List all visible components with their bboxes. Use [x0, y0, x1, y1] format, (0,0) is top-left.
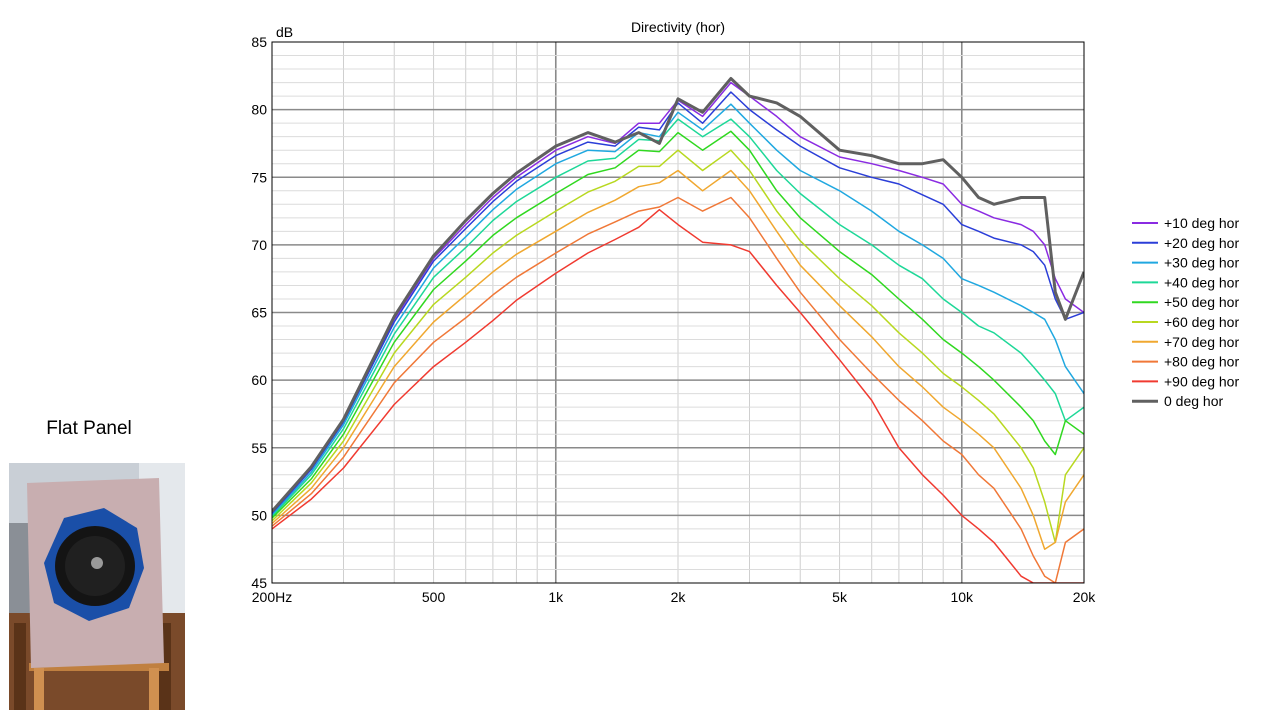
- legend-label: +20 deg hor: [1164, 235, 1239, 251]
- plot-frame: [271, 41, 1085, 584]
- y-tick-label: 70: [251, 237, 267, 253]
- y-tick-label: 80: [251, 102, 267, 118]
- series-line-40-deg-hor: [272, 118, 1084, 518]
- y-tick-label: 45: [251, 575, 267, 591]
- legend-label: +50 deg hor: [1164, 294, 1239, 310]
- series-line-70-deg-hor: [272, 169, 1084, 550]
- chart-title: Directivity (hor): [631, 19, 725, 35]
- x-tick-label: 2k: [671, 589, 687, 605]
- speaker-photo-icon: [9, 463, 185, 710]
- legend-label: +10 deg hor: [1164, 215, 1239, 231]
- y-tick-label: 85: [251, 34, 267, 50]
- y-axis-unit: dB: [276, 24, 293, 40]
- legend-label: +90 deg hor: [1164, 373, 1239, 389]
- x-tick-label: 1k: [548, 589, 564, 605]
- photo-caption: Flat Panel: [46, 418, 132, 439]
- series-line-0-deg-hor: [272, 77, 1084, 513]
- series-line-80-deg-hor: [272, 196, 1084, 583]
- y-tick-label: 50: [251, 507, 267, 523]
- legend-label: +80 deg hor: [1164, 354, 1239, 370]
- y-tick-label: 60: [251, 372, 267, 388]
- legend-label: +60 deg hor: [1164, 314, 1239, 330]
- x-tick-label: 20k: [1073, 589, 1097, 605]
- x-tick-label: 200Hz: [252, 589, 292, 605]
- x-tick-label: 5k: [832, 589, 848, 605]
- legend-label: +70 deg hor: [1164, 334, 1239, 350]
- legend-label: +40 deg hor: [1164, 274, 1239, 290]
- y-tick-label: 75: [251, 169, 267, 185]
- series-line-60-deg-hor: [272, 149, 1084, 544]
- series-line-50-deg-hor: [272, 130, 1084, 519]
- series-line-30-deg-hor: [272, 103, 1084, 516]
- series-line-90-deg-hor: [272, 208, 1084, 583]
- legend-label: 0 deg hor: [1164, 393, 1223, 409]
- y-tick-label: 65: [251, 305, 267, 321]
- y-tick-label: 55: [251, 440, 267, 456]
- legend-label: +30 deg hor: [1164, 255, 1239, 271]
- x-tick-label: 10k: [950, 589, 974, 605]
- x-tick-label: 500: [422, 589, 446, 605]
- series-line-20-deg-hor: [272, 91, 1084, 515]
